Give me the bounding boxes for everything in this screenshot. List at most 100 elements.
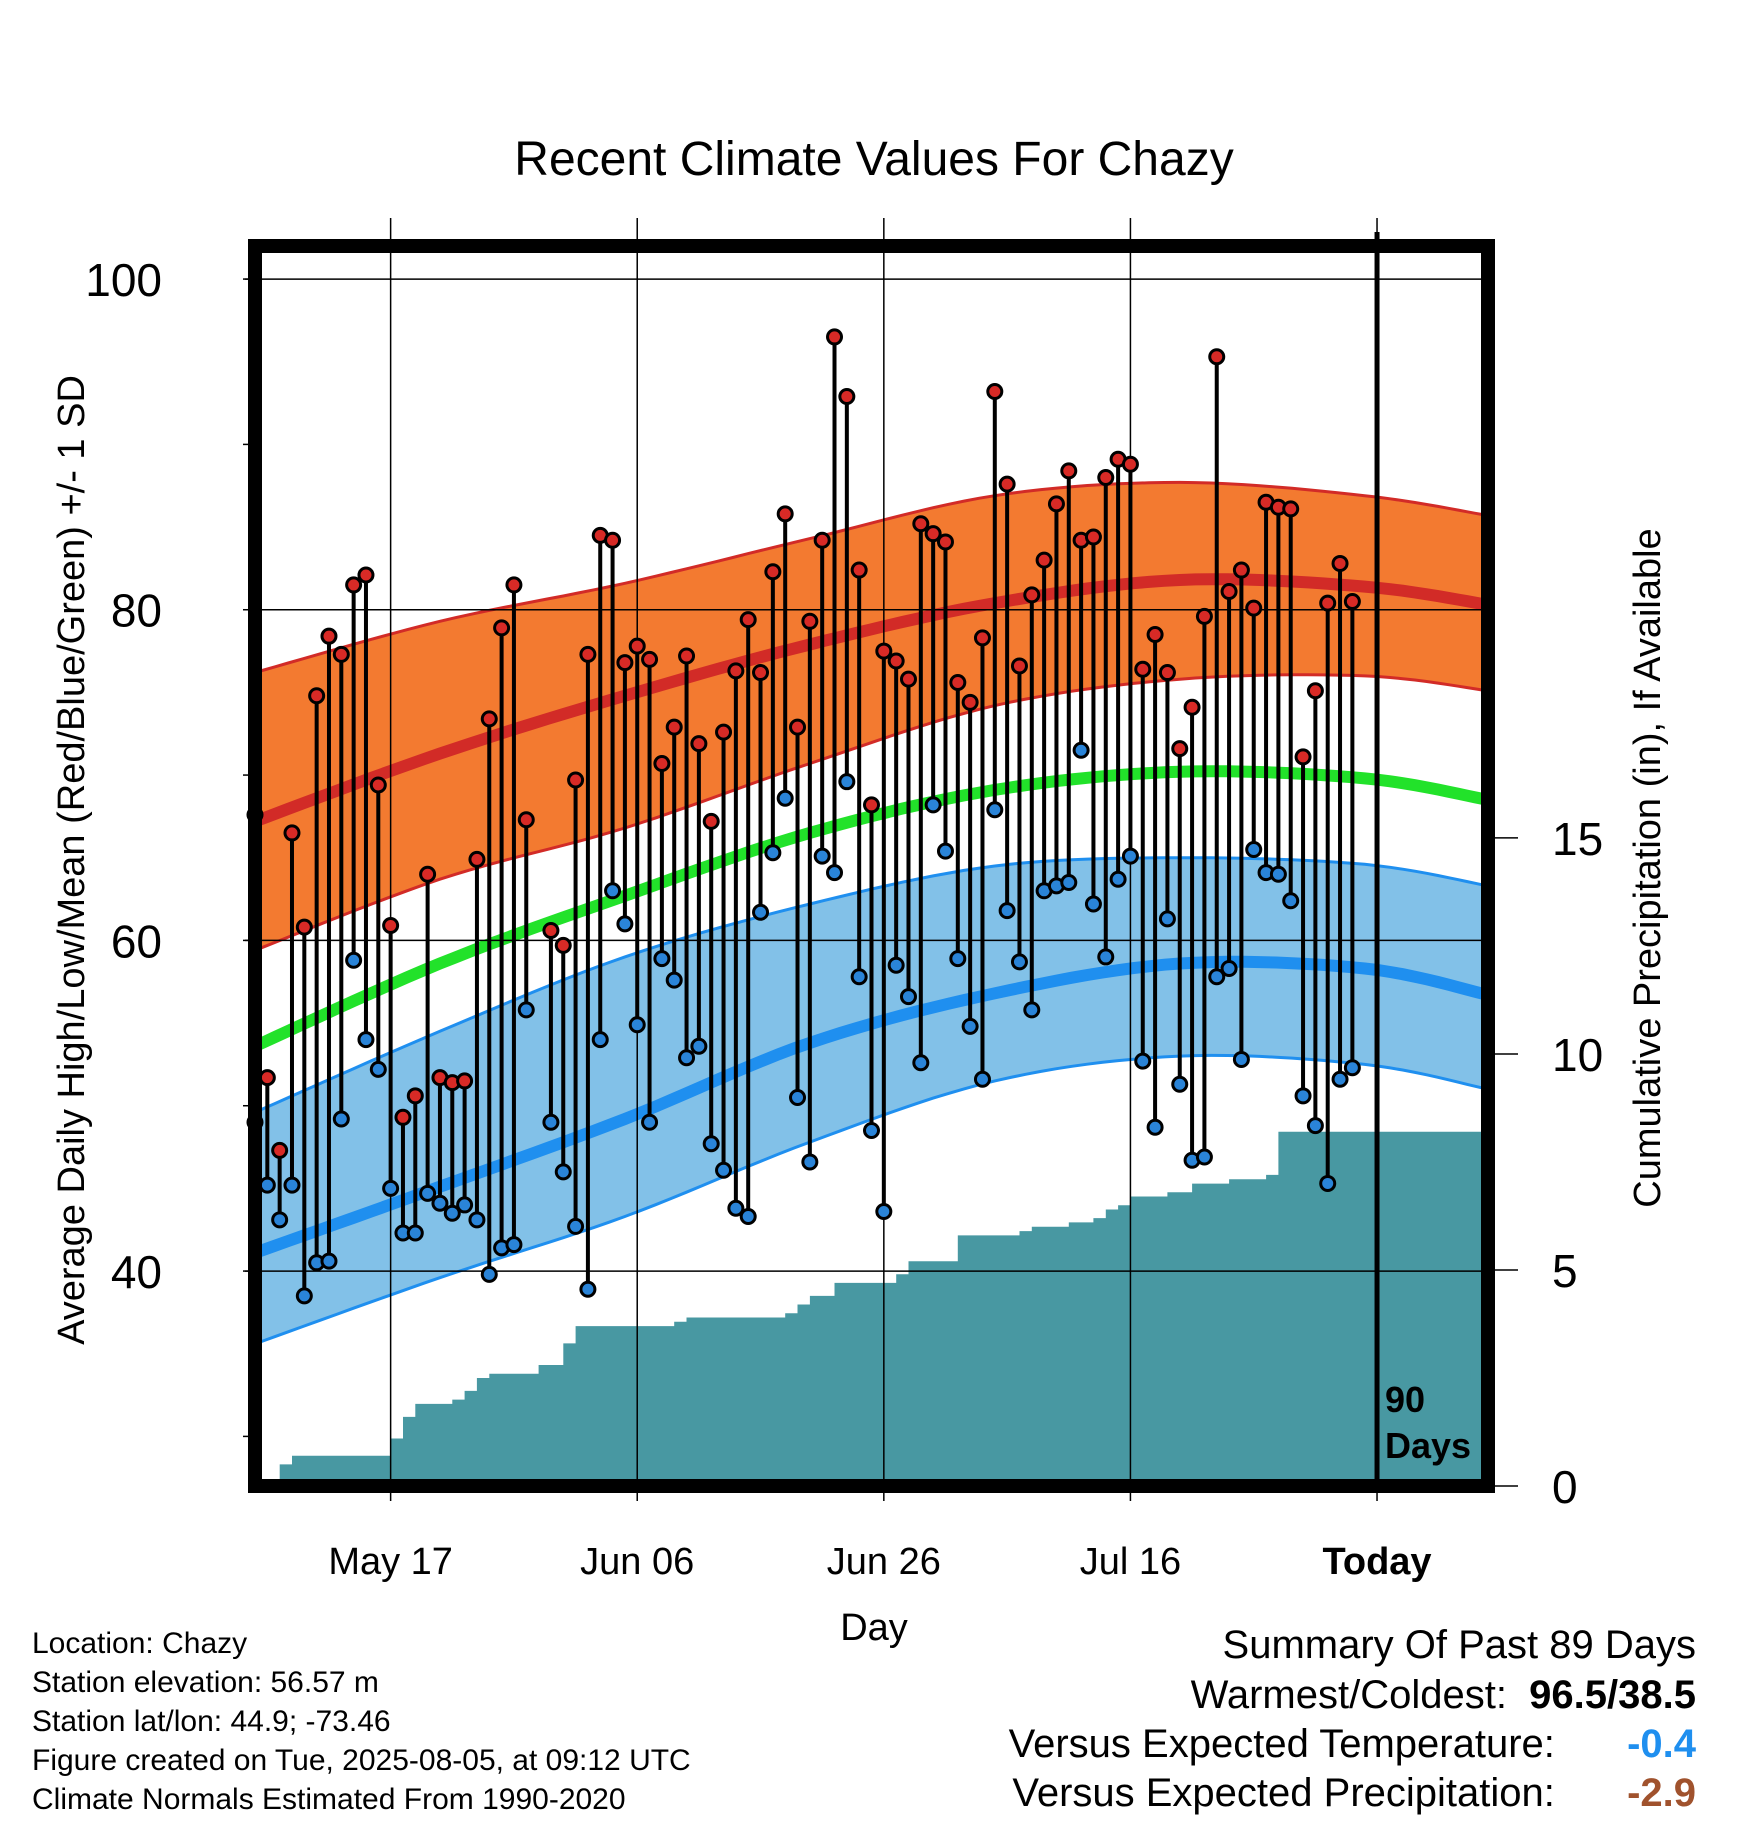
high-sd-band bbox=[255, 482, 1488, 951]
high-dot bbox=[801, 612, 819, 630]
low-dot bbox=[665, 971, 683, 989]
temp-value: -0.4 bbox=[1627, 1722, 1696, 1766]
high-dot bbox=[357, 566, 375, 584]
low-dot bbox=[591, 1031, 609, 1049]
high-sd-band-upper-edge bbox=[254, 480, 1489, 675]
low-dot bbox=[369, 1060, 387, 1078]
low-dot bbox=[727, 1199, 745, 1217]
low-sd-band-upper-edge bbox=[254, 856, 1489, 1114]
low-dot bbox=[1060, 874, 1078, 892]
today-days-number: 90 bbox=[1385, 1379, 1425, 1420]
high-dot bbox=[1220, 583, 1238, 601]
low-dot bbox=[468, 1211, 486, 1229]
high-dot bbox=[1084, 528, 1102, 546]
low-dot bbox=[789, 1088, 807, 1106]
high-dot bbox=[1171, 740, 1189, 758]
low-dot bbox=[320, 1252, 338, 1270]
high-dot bbox=[554, 936, 572, 954]
low-dot bbox=[283, 1176, 301, 1194]
high-dot bbox=[1319, 594, 1337, 612]
low-dot bbox=[382, 1179, 400, 1197]
low-dot bbox=[752, 903, 770, 921]
x-tick-label: Jun 06 bbox=[580, 1541, 694, 1583]
high-dot bbox=[690, 735, 708, 753]
normal-low-line bbox=[252, 955, 1490, 1259]
high-dot bbox=[505, 576, 523, 594]
high-dot bbox=[579, 645, 597, 663]
high-dot bbox=[1232, 561, 1250, 579]
low-dot bbox=[1010, 953, 1028, 971]
high-dot bbox=[604, 531, 622, 549]
y-tick-label: 60 bbox=[111, 915, 162, 967]
high-dot bbox=[826, 328, 844, 346]
latlon-text: Station lat/lon: 44.9; -73.46 bbox=[32, 1705, 391, 1738]
precipitation-area bbox=[255, 1131, 1488, 1486]
low-dot bbox=[924, 796, 942, 814]
low-dot bbox=[271, 1211, 289, 1229]
low-dot bbox=[295, 1287, 313, 1305]
low-dot bbox=[986, 801, 1004, 819]
low-dot bbox=[616, 915, 634, 933]
y2-tick-label: 15 bbox=[1552, 813, 1603, 865]
low-dot bbox=[1146, 1118, 1164, 1136]
y-tick-label: 80 bbox=[111, 585, 162, 637]
low-dot bbox=[702, 1135, 720, 1153]
low-dot bbox=[949, 950, 967, 968]
low-dot bbox=[1282, 892, 1300, 910]
high-dot bbox=[665, 718, 683, 736]
high-dot bbox=[369, 776, 387, 794]
low-dot bbox=[715, 1161, 733, 1179]
low-dot bbox=[1294, 1087, 1312, 1105]
today-days-word: Days bbox=[1385, 1425, 1471, 1466]
high-dot bbox=[764, 563, 782, 581]
low-dot bbox=[443, 1204, 461, 1222]
low-dot bbox=[1084, 895, 1102, 913]
low-dot bbox=[739, 1208, 757, 1226]
high-dot bbox=[1134, 660, 1152, 678]
y2-tick-label: 10 bbox=[1552, 1029, 1603, 1081]
low-dot bbox=[554, 1163, 572, 1181]
low-dot bbox=[1306, 1117, 1324, 1135]
high-dot bbox=[283, 824, 301, 842]
low-dot bbox=[517, 1001, 535, 1019]
low-dot bbox=[1232, 1050, 1250, 1068]
normal-mean-line bbox=[252, 765, 1490, 1052]
low-dot bbox=[258, 1176, 276, 1194]
high-dot bbox=[863, 796, 880, 814]
high-dot bbox=[924, 525, 942, 543]
high-dot bbox=[1343, 592, 1361, 610]
precip-value: -2.9 bbox=[1627, 1771, 1696, 1815]
low-dot bbox=[431, 1194, 449, 1212]
low-dot bbox=[480, 1265, 498, 1283]
low-dot bbox=[887, 956, 905, 974]
x-tick-label: Jul 16 bbox=[1080, 1541, 1181, 1583]
high-dot bbox=[899, 670, 917, 688]
high-dot bbox=[702, 812, 720, 830]
high-dot bbox=[973, 629, 991, 647]
high-dot bbox=[493, 619, 511, 637]
low-dot bbox=[332, 1110, 350, 1128]
low-dot bbox=[1121, 847, 1139, 865]
high-dot bbox=[776, 505, 794, 523]
low-dot bbox=[1072, 741, 1090, 759]
high-dot bbox=[295, 918, 313, 936]
high-dot bbox=[678, 647, 696, 665]
low-dot bbox=[912, 1054, 930, 1072]
high-dot bbox=[838, 387, 856, 405]
y-tick-label: 100 bbox=[85, 254, 162, 306]
low-dot bbox=[1220, 960, 1238, 978]
low-dot bbox=[1331, 1070, 1349, 1088]
low-dot bbox=[961, 1017, 979, 1035]
high-dot bbox=[961, 693, 979, 711]
high-dot bbox=[739, 611, 757, 629]
high-dot bbox=[258, 1069, 276, 1087]
low-dot bbox=[813, 847, 831, 865]
high-dot bbox=[1294, 748, 1312, 766]
low-dot bbox=[1097, 948, 1115, 966]
high-dot bbox=[1183, 698, 1201, 716]
low-dot bbox=[936, 842, 954, 860]
high-dot bbox=[813, 531, 831, 549]
high-dot bbox=[1047, 495, 1065, 513]
low-dot bbox=[1023, 1001, 1041, 1019]
low-dot bbox=[1171, 1075, 1189, 1093]
